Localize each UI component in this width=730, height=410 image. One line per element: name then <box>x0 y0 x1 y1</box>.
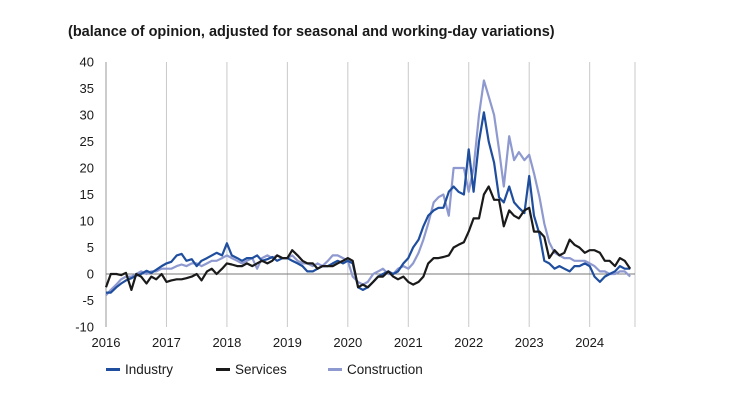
series-line-construction <box>105 79 631 296</box>
legend-swatch-services <box>216 368 230 371</box>
y-tick-label: 15 <box>80 187 94 202</box>
x-tick-label: 2017 <box>152 335 181 350</box>
y-tick-label: 35 <box>80 81 94 96</box>
y-tick-label: 5 <box>87 240 94 255</box>
legend-label-services: Services <box>235 362 287 377</box>
series-line-services <box>104 185 632 291</box>
y-tick-label: 10 <box>80 214 94 229</box>
legend-swatch-construction <box>328 368 342 371</box>
chart-title: (balance of opinion, adjusted for season… <box>68 24 555 40</box>
y-tick-label: 20 <box>80 161 94 176</box>
legend-swatch-industry <box>106 368 120 371</box>
x-tick-label: 2021 <box>394 335 423 350</box>
x-tick-label: 2016 <box>92 335 121 350</box>
chart-legend: Industry Services Construction <box>106 362 423 377</box>
legend-item-services: Services <box>216 362 328 377</box>
legend-item-industry: Industry <box>106 362 216 377</box>
x-tick-label: 2018 <box>212 335 241 350</box>
y-tick-label: 40 <box>80 55 94 70</box>
legend-label-construction: Construction <box>347 362 423 377</box>
y-tick-label: 30 <box>80 108 94 123</box>
y-tick-label: 0 <box>87 267 94 282</box>
y-tick-label: -10 <box>75 320 94 335</box>
y-tick-label: -5 <box>82 293 94 308</box>
x-tick-label: 2024 <box>575 335 604 350</box>
data-series <box>104 79 632 296</box>
x-tick-label: 2023 <box>515 335 544 350</box>
y-tick-label: 25 <box>80 134 94 149</box>
x-tick-label: 2020 <box>333 335 362 350</box>
grid-lines <box>165 62 636 327</box>
legend-item-construction: Construction <box>328 362 423 377</box>
x-tick-label: 2019 <box>273 335 302 350</box>
legend-label-industry: Industry <box>125 362 174 377</box>
axes: -10 -5 0 5 10 15 20 25 30 35 40 2016 2017 2018 2019 202… <box>75 55 635 350</box>
x-tick-label: 2022 <box>454 335 483 350</box>
